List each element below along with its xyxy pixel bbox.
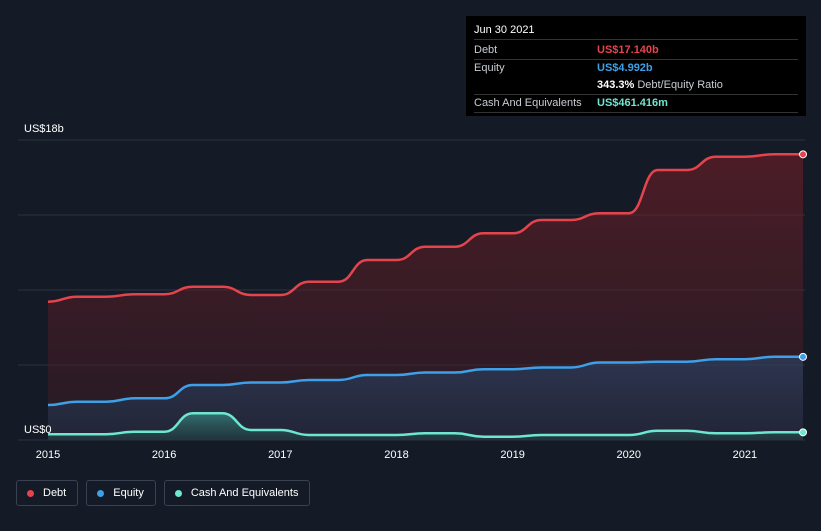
y-tick-label-1: US$0	[24, 424, 52, 436]
area-cash	[48, 413, 803, 440]
tooltip-equity-value: US$4.992b	[597, 62, 653, 74]
y-tick-label-0: US$18b	[24, 123, 64, 135]
tooltip-date: Jun 30 2021	[474, 22, 798, 40]
tooltip-row-equity: Equity US$4.992b	[474, 60, 798, 77]
end-point-cash[interactable]	[799, 428, 807, 437]
line-cash	[48, 412, 803, 438]
x-tick-label-2020: 2020	[617, 449, 641, 461]
legend-label-cash: Cash And Equivalents	[190, 487, 299, 499]
legend-dot-equity	[97, 489, 105, 497]
legend-item-cash[interactable]: Cash And Equivalents	[163, 480, 311, 506]
tooltip-cash-label: Cash And Equivalents	[474, 97, 582, 109]
x-tick-label-2017: 2017	[268, 449, 292, 461]
x-tick-label-2016: 2016	[152, 449, 176, 461]
line-equity	[47, 355, 803, 407]
area-equity	[48, 356, 803, 440]
tooltip-row-cash: Cash And Equivalents US$461.416m	[474, 95, 798, 113]
legend-dot-debt	[27, 489, 34, 497]
tooltip-debt-value: US$17.140b	[597, 44, 659, 56]
tooltip-panel: Jun 30 2021 Debt US$17.140b Equity US$4.…	[466, 16, 806, 116]
legend-dot-cash	[174, 489, 182, 497]
tooltip-row-debt: Debt US$17.140b	[474, 42, 798, 60]
legend-label-equity: Equity	[113, 487, 144, 499]
x-tick-label-2018: 2018	[384, 449, 408, 461]
end-point-debt[interactable]	[799, 150, 807, 159]
x-tick-label-2019: 2019	[500, 449, 524, 461]
tooltip-debt-label: Debt	[474, 44, 498, 56]
tooltip-equity-label: Equity	[474, 62, 505, 74]
tooltip-ratio-value: 343.3%	[597, 79, 635, 91]
tooltip-row-ratio: 343.3% Debt/Equity Ratio	[474, 77, 798, 95]
chart-legend: Debt Equity Cash And Equivalents	[16, 480, 311, 506]
tooltip-ratio-name: Debt/Equity Ratio	[637, 79, 723, 91]
end-point-equity[interactable]	[799, 352, 807, 361]
x-tick-label-2021: 2021	[733, 449, 757, 461]
tooltip-cash-value: US$461.416m	[597, 97, 668, 109]
line-debt	[47, 153, 803, 303]
legend-label-debt: Debt	[43, 487, 67, 499]
legend-item-equity[interactable]: Equity	[86, 480, 156, 506]
x-tick-label-2015: 2015	[36, 449, 60, 461]
legend-item-debt[interactable]: Debt	[16, 480, 79, 506]
